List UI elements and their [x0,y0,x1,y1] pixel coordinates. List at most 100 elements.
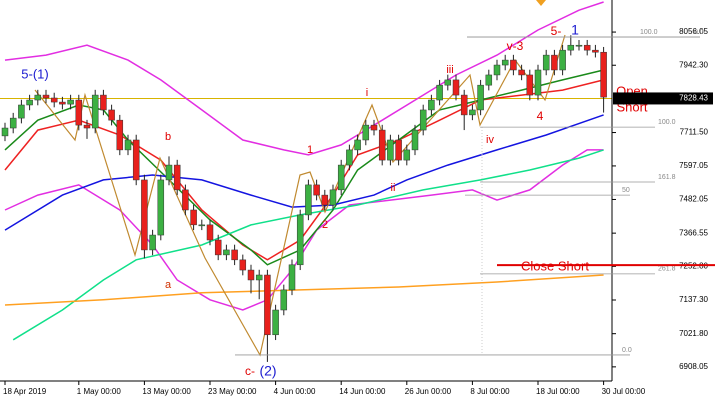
candle-body [321,194,329,206]
wave-label: 5- [551,24,562,38]
fib-label: 0.0 [622,347,632,354]
fib-label: 100.0 [658,119,676,126]
y-tick-label: 8056.05 [679,27,708,36]
candle-body [600,51,607,98]
wave-label: ii [391,182,396,194]
x-tick-label: 8 Jul 00:00 [470,387,510,396]
candle-body [1,127,9,137]
y-tick-label: 7942.30 [679,60,708,69]
x-tick-label: 4 Jun 00:00 [274,387,316,396]
candle-body [264,274,271,336]
indicator-line [4,69,604,266]
candle-body [403,149,411,161]
candle-body [296,214,304,266]
indicator-line [4,274,604,306]
candle-body [9,117,17,129]
candle-body [190,209,197,226]
candle-body [501,59,509,66]
candle-body [182,189,189,211]
candle-body [378,129,386,161]
indicator-line [4,1,604,156]
candle-body [428,99,435,111]
candle-body [255,274,263,281]
fib-label: 161.8 [658,174,676,181]
wave-label: 4 [537,109,544,123]
candle-body [526,74,534,96]
candle-body [567,44,575,51]
x-tick-label: 1 May 00:00 [77,387,122,396]
y-tick-label: 7021.80 [679,329,708,338]
candle-body [18,104,25,119]
candle-body [534,69,542,96]
candle-body [34,94,42,101]
wave-zigzag [34,34,566,357]
wave-label: 1 [307,144,313,156]
candle-body [551,54,558,71]
candle-body [518,69,525,76]
wave-label: a [165,279,172,291]
candle-body [477,84,484,111]
candle-body [239,259,247,271]
candle-body [419,109,427,131]
candle-body [395,139,402,161]
candle-body [329,189,337,206]
y-tick-label: 6908.05 [679,362,708,371]
candle-body [280,289,288,311]
candle-body [165,164,173,181]
y-tick-label: 7137.30 [679,295,708,304]
candle-body [337,164,345,191]
wave-label: i [366,87,368,99]
candle-body [141,179,148,251]
indicator-line [4,149,604,311]
fib-label: 261.8 [658,266,676,273]
candle-body [510,59,517,71]
candle-body [575,44,583,47]
x-tick-label: 23 May 00:00 [208,387,257,396]
wave-label: iii [446,64,453,76]
candle-body [370,124,378,131]
candle-body [362,124,370,141]
wave-label: iv [486,134,494,146]
candle-body [157,179,165,236]
candle-body [206,224,214,241]
candle-body [559,49,566,71]
wave-label: (2) [259,363,276,379]
candle-body [592,49,599,53]
candle-body [108,109,115,121]
candle-body [124,139,132,151]
candle-body [354,139,361,151]
candle-body [231,249,238,261]
candle-body [67,99,74,105]
last-price-label: 7828.43 [679,94,708,103]
candle-body [387,139,394,161]
x-tick-label: 13 May 00:00 [142,387,191,396]
candle-body [493,64,501,76]
candle-body [59,101,66,105]
candle-body [26,99,33,106]
wave-label: 1 [571,22,579,38]
candle-body [272,309,279,336]
candles [1,35,607,362]
fib-label: 50 [622,187,630,194]
x-tick-label: 18 Jul 00:00 [536,387,580,396]
x-tick-label: 14 Jun 00:00 [339,387,386,396]
candle-body [42,94,50,99]
y-tick-label: 7597.05 [679,161,708,170]
candle-body [313,184,320,196]
marker [536,0,546,6]
x-tick-label: 26 Jun 00:00 [405,387,452,396]
candle-body [50,97,58,103]
y-tick-label: 7711.50 [680,128,709,137]
candle-body [100,94,107,111]
candle-body [452,79,460,96]
fib-label: 100.0 [640,29,658,36]
candle-body [305,184,312,216]
candle-body [132,139,140,181]
y-tick-label: 7482.05 [679,195,708,204]
last-price-box [613,92,713,105]
wave-label: v-3 [507,39,524,53]
wave-label: b [165,131,171,143]
candle-body [149,234,156,251]
